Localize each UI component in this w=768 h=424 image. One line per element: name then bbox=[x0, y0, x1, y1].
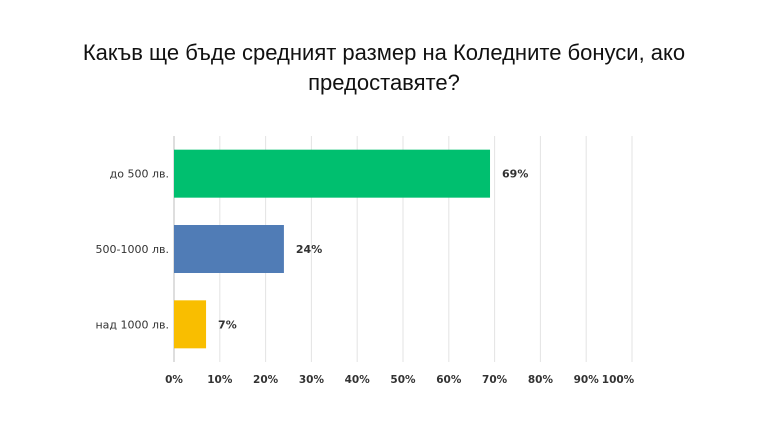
bar bbox=[174, 225, 284, 273]
x-tick-label: 70% bbox=[482, 374, 508, 386]
x-tick-label: 10% bbox=[207, 374, 233, 386]
x-tick-label: 80% bbox=[528, 374, 554, 386]
value-label: 69% bbox=[502, 168, 528, 181]
x-tick-label: 30% bbox=[299, 374, 325, 386]
x-tick-label: 100% bbox=[602, 374, 635, 386]
x-tick-label: 0% bbox=[165, 374, 183, 386]
value-label: 24% bbox=[296, 243, 322, 256]
bar bbox=[174, 149, 491, 198]
x-tick-label: 40% bbox=[345, 374, 371, 386]
x-tick-label: 20% bbox=[253, 374, 279, 386]
x-tick-label: 90% bbox=[574, 374, 600, 386]
category-label: над 1000 лв. bbox=[95, 318, 169, 331]
value-label: 7% bbox=[218, 318, 237, 331]
category-label: 500-1000 лв. bbox=[96, 243, 169, 256]
category-label: до 500 лв. bbox=[110, 168, 169, 181]
x-tick-label: 50% bbox=[390, 374, 416, 386]
bar bbox=[174, 300, 207, 349]
chart-title: Какъв ще бъде средният размер на Коледни… bbox=[82, 40, 686, 95]
x-tick-label: 60% bbox=[436, 374, 462, 386]
